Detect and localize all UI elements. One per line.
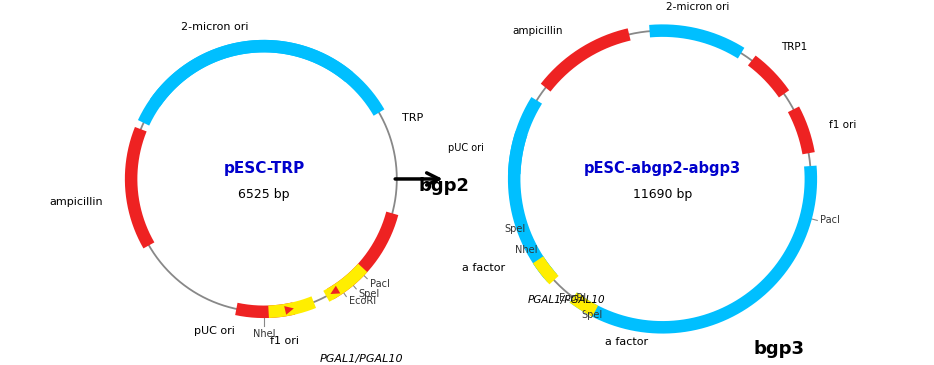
Text: 2-micron ori: 2-micron ori — [666, 2, 729, 12]
Text: SpeI: SpeI — [581, 310, 602, 320]
Text: PGAL1/PGAL10: PGAL1/PGAL10 — [319, 354, 403, 364]
Text: a factor: a factor — [604, 337, 647, 347]
Text: bgp2: bgp2 — [418, 177, 470, 195]
Text: NheI: NheI — [253, 329, 276, 339]
Text: f1 ori: f1 ori — [270, 336, 299, 346]
Text: SpeI: SpeI — [504, 224, 526, 234]
Text: SpeI: SpeI — [359, 289, 380, 299]
Text: f1 ori: f1 ori — [829, 120, 856, 130]
Text: NheI: NheI — [516, 245, 538, 255]
Text: 11690 bp: 11690 bp — [633, 188, 692, 201]
Text: ampicillin: ampicillin — [513, 26, 563, 36]
Text: PacI: PacI — [370, 278, 389, 289]
Text: 2-micron ori: 2-micron ori — [181, 22, 248, 32]
Text: PacI: PacI — [820, 215, 840, 226]
Text: pUC ori: pUC ori — [194, 326, 235, 335]
Text: EcoRI: EcoRI — [559, 293, 586, 303]
Text: ampicillin: ampicillin — [50, 196, 104, 207]
Text: TRP: TRP — [402, 113, 423, 123]
Text: PGAL1/PGAL10: PGAL1/PGAL10 — [528, 295, 606, 305]
Text: pESC-TRP: pESC-TRP — [223, 161, 304, 176]
Text: bgp3: bgp3 — [753, 340, 804, 358]
Text: TRP1: TRP1 — [781, 42, 807, 52]
Text: a factor: a factor — [462, 262, 505, 273]
Text: pESC-abgp2-abgp3: pESC-abgp2-abgp3 — [584, 161, 741, 176]
Text: 6525 bp: 6525 bp — [238, 188, 290, 201]
Text: EcoRI: EcoRI — [349, 296, 376, 307]
Text: pUC ori: pUC ori — [448, 143, 484, 153]
